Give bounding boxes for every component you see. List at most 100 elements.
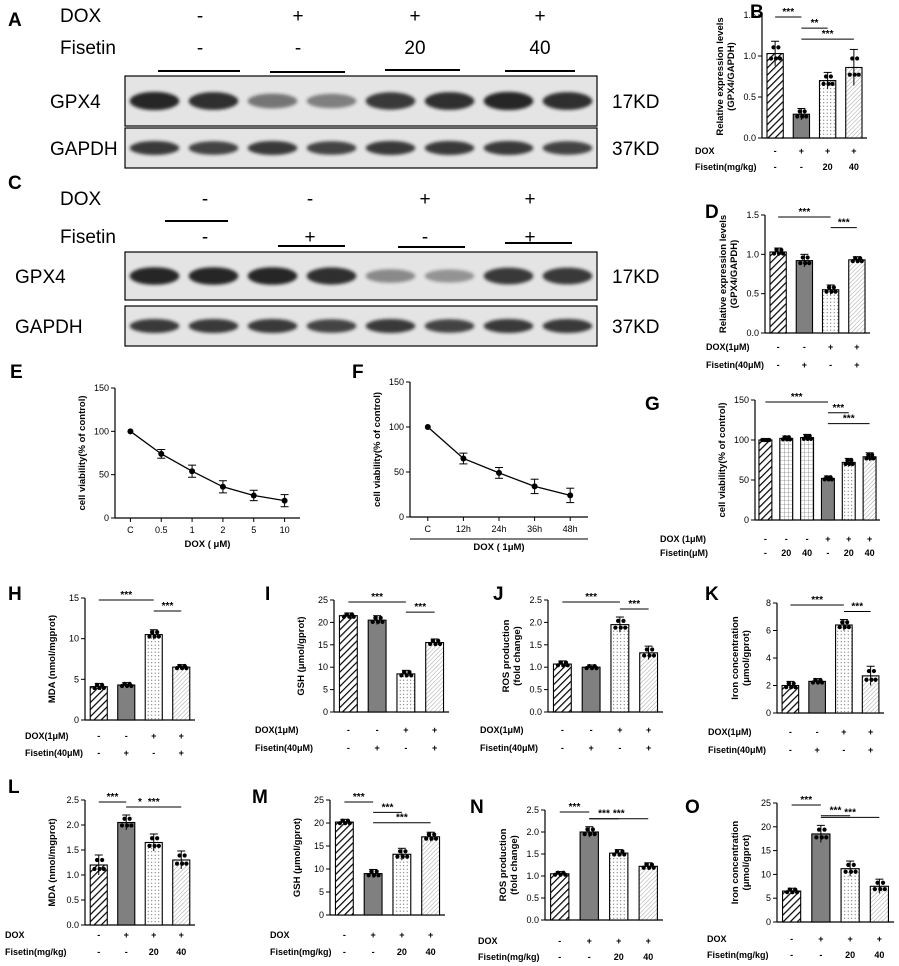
y-axis-label: GSH (μmol/gprot) <box>292 818 303 897</box>
data-point <box>851 862 856 867</box>
condition-row-value: - <box>785 534 788 544</box>
condition-row-value: + <box>179 748 184 758</box>
y-tick-label: 0 <box>766 917 771 927</box>
data-point <box>340 818 345 823</box>
y-axis-label-line: Relative expression levels <box>715 17 726 135</box>
data-point <box>400 854 405 859</box>
y-tick-label: 2 <box>766 681 771 691</box>
blot-band <box>424 269 475 283</box>
protein-size: 17KD <box>612 267 660 288</box>
condition-row-label: Fisetin(mg/kg) <box>478 952 540 962</box>
y-tick-label: 6 <box>766 626 771 636</box>
condition-row-value: - <box>774 162 777 172</box>
data-point <box>97 685 102 691</box>
data-point <box>567 492 574 499</box>
y-tick-label: 50 <box>394 467 404 477</box>
data-point <box>795 114 800 119</box>
data-point <box>848 869 854 874</box>
data-point <box>773 56 779 61</box>
data-point <box>343 821 348 826</box>
data-point <box>375 619 381 625</box>
data-point <box>868 456 873 461</box>
condition-label: DOX <box>60 189 102 210</box>
significance-label: *** <box>811 595 823 606</box>
y-tick-label: 25 <box>314 795 324 805</box>
data-point <box>882 887 887 892</box>
data-point <box>774 247 779 253</box>
bar <box>425 642 445 713</box>
data-point <box>119 823 125 828</box>
condition-value: + <box>524 227 535 248</box>
condition-value: + <box>304 227 315 248</box>
data-point <box>561 663 566 668</box>
data-point <box>642 653 647 658</box>
data-point <box>821 81 826 86</box>
data-point <box>829 477 834 482</box>
data-point <box>374 869 379 874</box>
data-point <box>582 832 587 837</box>
y-tick-label: 0.5 <box>526 893 539 903</box>
panel-label: H <box>8 584 22 605</box>
bar <box>835 624 853 714</box>
condition-row-value: 40 <box>849 162 859 172</box>
bar <box>818 80 837 139</box>
data-point <box>182 853 187 858</box>
data-point <box>803 261 808 266</box>
y-axis-label-line: cell viability(% of control) <box>77 395 88 510</box>
data-point <box>424 836 429 841</box>
condition-row-value: 40 <box>865 548 875 558</box>
bar <box>144 841 163 926</box>
condition-row-value: + <box>151 731 156 741</box>
data-point <box>424 424 431 430</box>
condition-row-label: DOX <box>695 146 715 156</box>
significance-label: * <box>138 797 142 808</box>
blot-band <box>365 92 416 110</box>
bar <box>782 890 802 923</box>
data-point <box>615 618 621 623</box>
blot-band <box>542 319 593 333</box>
panel-label: D <box>705 202 719 223</box>
condition-value: - <box>295 38 301 59</box>
blot-band <box>365 319 416 333</box>
y-tick-label: 100 <box>389 422 404 432</box>
y-tick-label: 4 <box>766 653 771 663</box>
condition-row-value: + <box>588 743 593 753</box>
data-point <box>158 450 165 457</box>
y-tick-label: 1.0 <box>66 870 79 880</box>
data-point <box>337 821 343 826</box>
condition-row-value: - <box>561 743 564 753</box>
condition-row-value: - <box>97 731 100 741</box>
condition-row-value: - <box>842 745 845 755</box>
data-point <box>845 458 850 463</box>
y-tick-label: 2.5 <box>529 595 542 605</box>
data-point <box>433 641 438 647</box>
y-tick-label: 150 <box>389 377 404 387</box>
y-tick-label: 1.5 <box>529 640 542 650</box>
y-tick-label: 5 <box>766 893 771 903</box>
data-point <box>651 865 656 870</box>
panel-label: K <box>705 584 719 605</box>
data-point <box>129 823 134 828</box>
data-point <box>829 289 834 294</box>
significance-label: *** <box>382 802 394 813</box>
blot-band <box>247 319 298 333</box>
y-tick-label: 150 <box>734 395 749 405</box>
condition-value: - <box>422 227 428 248</box>
panel-label: I <box>265 584 270 605</box>
bar <box>811 833 831 923</box>
y-axis-label: GSH (μmol/gprot) <box>296 616 307 695</box>
condition-row-value: - <box>561 725 564 735</box>
blot-band <box>306 93 357 109</box>
condition-row-label: DOX(1μM) <box>706 342 750 352</box>
y-axis-label: cell viability(% of control) <box>717 402 728 517</box>
condition-row-value: 20 <box>781 548 791 558</box>
x-tick-label: 1 <box>190 525 195 535</box>
y-tick-label: 100 <box>94 426 109 436</box>
bar <box>172 859 191 926</box>
bar <box>117 684 136 721</box>
condition-row-value: + <box>124 930 129 940</box>
condition-row-value: + <box>374 743 379 753</box>
data-point <box>156 843 161 849</box>
y-tick-label: 15 <box>314 841 324 851</box>
significance-label: *** <box>148 797 160 808</box>
